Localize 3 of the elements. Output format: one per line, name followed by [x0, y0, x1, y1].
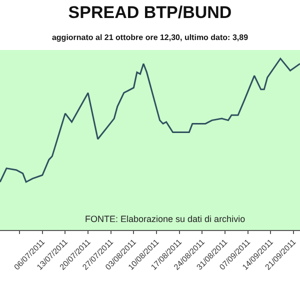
annotation: FONTE: Elaborazione su dati di archivio	[85, 214, 246, 224]
chart-title: SPREAD BTP/BUND	[68, 3, 232, 22]
chart-subtitle: aggiornato al 21 ottobre ore 12,30, ultimo dato: 3,89	[52, 33, 249, 42]
